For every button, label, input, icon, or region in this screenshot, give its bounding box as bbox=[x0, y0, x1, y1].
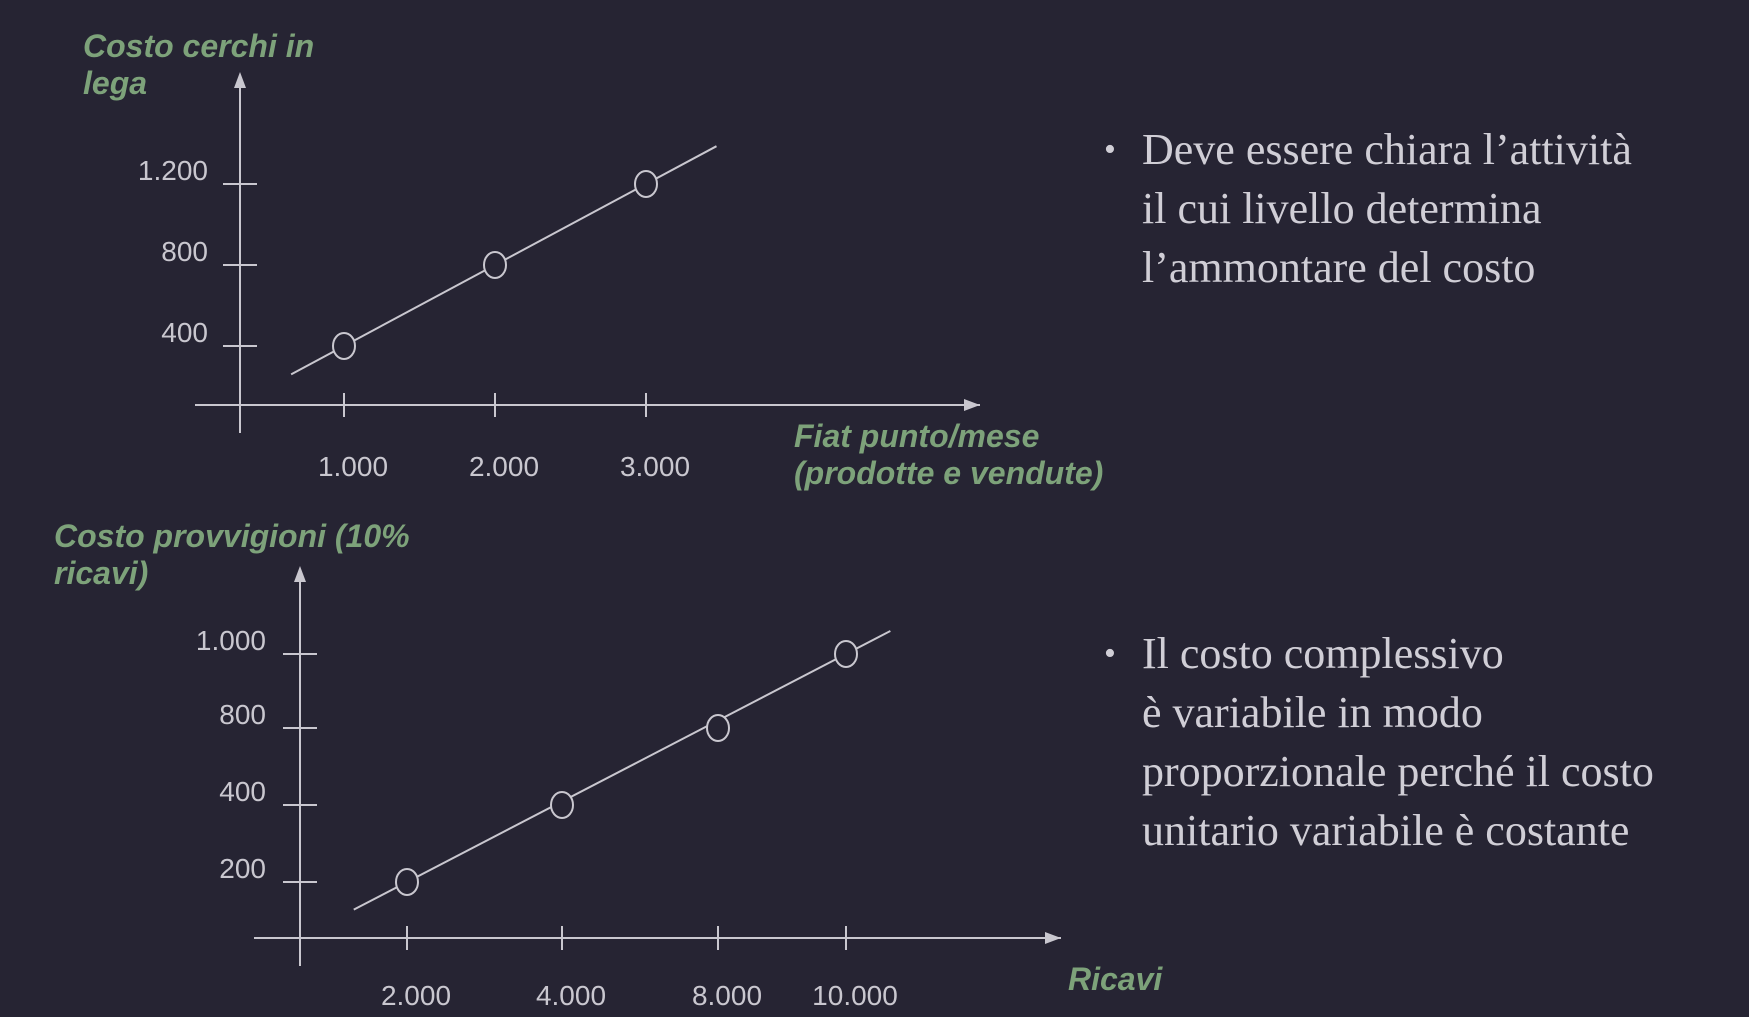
bullet-dot-icon: • bbox=[1104, 131, 1116, 168]
chart-1-x-axis-title: (prodotte e vendute) bbox=[794, 455, 1103, 491]
bullet-line: unitario variabile è costante bbox=[1142, 806, 1630, 855]
chart-1-data-point bbox=[483, 251, 507, 279]
chart-2-y-tick-label: 400 bbox=[219, 776, 266, 807]
chart-1-y-axis-title: lega bbox=[83, 65, 147, 101]
chart-2-y-tick-label: 1.000 bbox=[196, 625, 266, 656]
chart-1-x-tick-label: 1.000 bbox=[318, 451, 388, 482]
bullet-dot-icon: • bbox=[1104, 635, 1116, 672]
bullet-line: Il costo complessivo bbox=[1142, 629, 1504, 678]
bullet-line: Deve essere chiara l’attività bbox=[1142, 125, 1632, 174]
chart-2-data-point bbox=[834, 640, 858, 668]
bullet-list-top: • Deve essere chiara l’attività il cui l… bbox=[1100, 120, 1740, 297]
bullet-line: il cui livello determina bbox=[1142, 184, 1542, 233]
bullet-line: è variabile in modo bbox=[1142, 688, 1483, 737]
chart-2-trend-line bbox=[353, 630, 891, 911]
chart-2-x-tick-label: 2.000 bbox=[381, 980, 451, 1011]
chart-1-data-point bbox=[634, 170, 658, 198]
chart-2-data-point bbox=[395, 868, 419, 896]
bullet-list-bottom: • Il costo complessivo è variabile in mo… bbox=[1100, 624, 1740, 860]
chart-2-y-tick-label: 800 bbox=[219, 699, 266, 730]
bullet-item: • Il costo complessivo è variabile in mo… bbox=[1100, 624, 1740, 860]
chart-2-x-axis-arrow-icon bbox=[1045, 932, 1061, 944]
chart-1-x-tick-label: 3.000 bbox=[620, 451, 690, 482]
chart-1-x-axis-title: Fiat punto/mese bbox=[794, 418, 1039, 454]
chart-2-x-tick-label: 10.000 bbox=[812, 980, 898, 1011]
chart-2-x-axis-title: Ricavi bbox=[1068, 961, 1163, 997]
chart-1-y-axis-arrow-icon bbox=[234, 72, 246, 88]
chart-2-x-tick-label: 4.000 bbox=[536, 980, 606, 1011]
chart-2-y-axis-arrow-icon bbox=[294, 566, 306, 582]
chart-1-x-axis-arrow-icon bbox=[964, 399, 980, 411]
chart-1-y-tick-label: 1.200 bbox=[138, 155, 208, 186]
chart-2-data-point bbox=[550, 791, 574, 819]
chart-2-data-point bbox=[706, 714, 730, 742]
bullet-line: proporzionale perché il costo bbox=[1142, 747, 1654, 796]
chart-2-y-tick-label: 200 bbox=[219, 853, 266, 884]
chart-1-y-tick-label: 400 bbox=[161, 317, 208, 348]
chart-2-y-axis-title: Costo provvigioni (10% bbox=[54, 518, 410, 554]
chart-1-data-point bbox=[332, 332, 356, 360]
chart-2-x-tick-label: 8.000 bbox=[692, 980, 762, 1011]
chart-1-y-tick-label: 800 bbox=[161, 236, 208, 267]
chart-1-y-axis-title: Costo cerchi in bbox=[83, 28, 314, 64]
chart-1-x-tick-label: 2.000 bbox=[469, 451, 539, 482]
chart-2-y-axis-title: ricavi) bbox=[54, 555, 148, 591]
bullet-item: • Deve essere chiara l’attività il cui l… bbox=[1100, 120, 1740, 297]
bullet-line: l’ammontare del costo bbox=[1142, 243, 1536, 292]
